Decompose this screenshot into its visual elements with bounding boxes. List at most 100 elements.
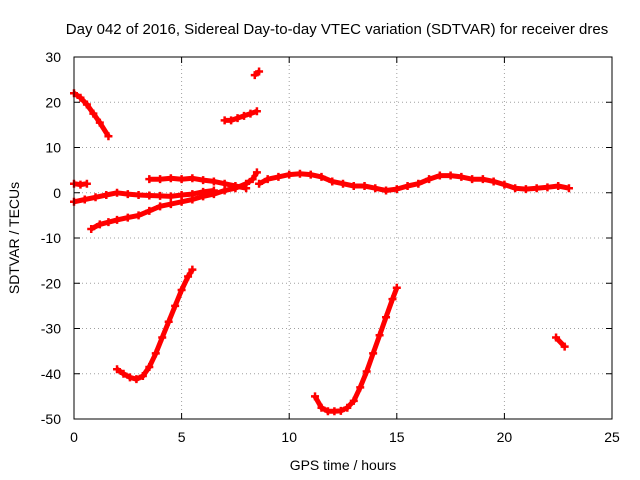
y-tick-label: -40 bbox=[41, 366, 61, 382]
y-tick-label: 10 bbox=[45, 140, 61, 156]
data-point bbox=[255, 67, 264, 76]
series-line bbox=[149, 175, 247, 191]
data-point bbox=[188, 195, 197, 204]
series-arc-5 bbox=[145, 174, 251, 193]
data-point bbox=[248, 175, 257, 184]
data-point bbox=[177, 191, 186, 200]
data-point bbox=[199, 192, 208, 201]
data-point bbox=[104, 132, 113, 141]
data-point bbox=[306, 170, 315, 179]
data-point bbox=[554, 181, 563, 190]
data-point bbox=[317, 403, 326, 412]
data-point bbox=[123, 213, 132, 222]
data-point bbox=[500, 180, 509, 189]
data-point bbox=[349, 181, 358, 190]
x-axis-ticks: 0 5 10 15 20 25 bbox=[70, 57, 620, 445]
chart-title: Day 042 of 2016, Sidereal Day-to-day VTE… bbox=[66, 21, 608, 38]
data-point bbox=[478, 175, 487, 184]
data-point bbox=[227, 116, 236, 125]
data-point bbox=[414, 179, 423, 188]
data-point bbox=[145, 206, 154, 215]
y-tick-label: 0 bbox=[53, 185, 61, 201]
data-point bbox=[250, 71, 259, 80]
data-point bbox=[188, 265, 197, 274]
data-point bbox=[336, 406, 345, 415]
grid-lines bbox=[74, 57, 612, 419]
data-point bbox=[392, 283, 401, 292]
data-point bbox=[560, 342, 569, 351]
x-tick-label: 25 bbox=[604, 429, 620, 445]
data-point bbox=[339, 179, 347, 188]
data-point bbox=[369, 349, 378, 358]
data-point bbox=[82, 179, 91, 188]
data-point bbox=[177, 286, 186, 295]
x-tick-label: 0 bbox=[70, 429, 78, 445]
series-arc-10 bbox=[311, 283, 401, 416]
data-point bbox=[328, 177, 337, 186]
data-point bbox=[113, 215, 122, 224]
data-point bbox=[209, 190, 218, 199]
data-point bbox=[425, 175, 434, 184]
data-point bbox=[132, 375, 141, 384]
data-point bbox=[145, 191, 154, 200]
data-point bbox=[156, 202, 165, 211]
data-point bbox=[435, 171, 444, 180]
data-series bbox=[70, 67, 573, 416]
data-point bbox=[274, 172, 283, 181]
data-point bbox=[188, 174, 197, 183]
data-point bbox=[564, 184, 573, 193]
data-point bbox=[104, 218, 113, 227]
data-point bbox=[166, 192, 175, 201]
series-arc-6 bbox=[220, 107, 261, 125]
data-point bbox=[134, 191, 143, 200]
data-point bbox=[360, 181, 369, 190]
data-point bbox=[311, 392, 320, 401]
data-point bbox=[521, 185, 530, 194]
data-point bbox=[356, 383, 365, 392]
data-point bbox=[388, 295, 397, 304]
data-point bbox=[87, 224, 96, 233]
data-point bbox=[240, 111, 249, 120]
data-point bbox=[446, 171, 455, 180]
data-point bbox=[252, 168, 261, 177]
data-point bbox=[371, 184, 380, 193]
series-arc-7 bbox=[250, 67, 264, 80]
data-point bbox=[543, 183, 552, 192]
data-point bbox=[392, 185, 401, 194]
data-point bbox=[263, 175, 272, 184]
data-point bbox=[156, 175, 165, 184]
data-point bbox=[246, 109, 255, 118]
series-arc-3 bbox=[70, 179, 91, 189]
data-point bbox=[113, 365, 122, 374]
series-line bbox=[312, 286, 400, 414]
data-point bbox=[156, 191, 165, 200]
data-point bbox=[177, 197, 186, 206]
data-point bbox=[209, 177, 218, 186]
data-point bbox=[102, 191, 111, 200]
data-point bbox=[166, 174, 175, 183]
data-point bbox=[468, 175, 477, 184]
data-point bbox=[125, 373, 134, 382]
y-tick-label: 20 bbox=[45, 94, 61, 110]
data-point bbox=[119, 369, 128, 378]
series-line bbox=[554, 335, 567, 349]
x-tick-label: 10 bbox=[281, 429, 297, 445]
data-point bbox=[375, 331, 384, 340]
data-point bbox=[242, 184, 251, 193]
data-point bbox=[113, 188, 122, 197]
data-point bbox=[252, 107, 261, 116]
data-point bbox=[457, 172, 466, 181]
data-point bbox=[295, 169, 304, 178]
data-point bbox=[91, 193, 100, 202]
x-tick-label: 15 bbox=[389, 429, 405, 445]
data-point bbox=[76, 93, 85, 102]
data-point bbox=[82, 100, 91, 109]
data-point bbox=[233, 114, 242, 123]
data-point bbox=[532, 184, 541, 193]
y-tick-label: -20 bbox=[41, 275, 61, 291]
data-point bbox=[255, 179, 264, 188]
y-tick-label: 30 bbox=[45, 49, 61, 65]
data-point bbox=[220, 179, 229, 188]
x-axis-label: GPS time / hours bbox=[290, 457, 397, 473]
series-arc-8 bbox=[113, 265, 197, 384]
